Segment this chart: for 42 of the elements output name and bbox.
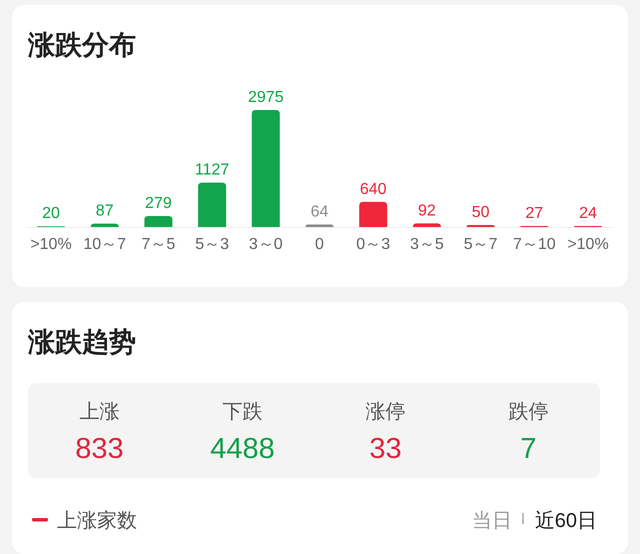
category-label: 跌停: [508, 401, 548, 423]
data-label: 50: [472, 204, 490, 222]
text: 涨跌趋势: [27, 327, 136, 357]
bar: [90, 224, 119, 227]
data-label: 4488: [210, 433, 275, 465]
data-label: 833: [75, 433, 124, 465]
text: 近60日: [534, 510, 597, 532]
bar: [198, 182, 226, 227]
x-tick-label: 3～0: [248, 236, 283, 253]
data-label: 92: [418, 202, 436, 220]
data-label: 2975: [248, 89, 284, 106]
data-label: 279: [145, 195, 172, 212]
category-label: 上涨: [80, 401, 120, 423]
x-tick-label: 0～3: [356, 236, 390, 253]
chart-title: 涨跌分布: [27, 30, 136, 60]
data-label: 87: [96, 202, 114, 220]
data-label: 64: [310, 203, 328, 220]
bar: [359, 202, 388, 227]
x-tick-label: 3～5: [410, 236, 444, 253]
x-tick-label: >10%: [30, 236, 72, 253]
data-label: 27: [525, 204, 544, 222]
x-tick-label: >10%: [567, 236, 609, 253]
data-label: 7: [520, 433, 537, 465]
data-label: 640: [360, 180, 387, 198]
x-tick-label: 7～5: [142, 236, 176, 253]
x-tick-label: 10～7: [83, 236, 126, 253]
data-label: 1127: [194, 162, 230, 179]
text: 上涨家数: [57, 510, 137, 532]
bar: [306, 224, 334, 227]
x-tick-label: 7～10: [512, 236, 556, 253]
data-label: 24: [579, 205, 597, 222]
x-tick-label: 5～3: [195, 236, 230, 253]
data-label: 33: [369, 433, 402, 465]
bar: [252, 110, 280, 227]
text: 当日: [472, 510, 512, 532]
x-tick-label: 0: [315, 236, 324, 253]
bar: [412, 223, 441, 227]
bar: [144, 216, 172, 227]
category-label: 下跌: [222, 401, 262, 423]
category-label: 涨停: [366, 401, 406, 423]
x-tick-label: 5～7: [464, 236, 498, 253]
data-label: 20: [42, 205, 60, 222]
